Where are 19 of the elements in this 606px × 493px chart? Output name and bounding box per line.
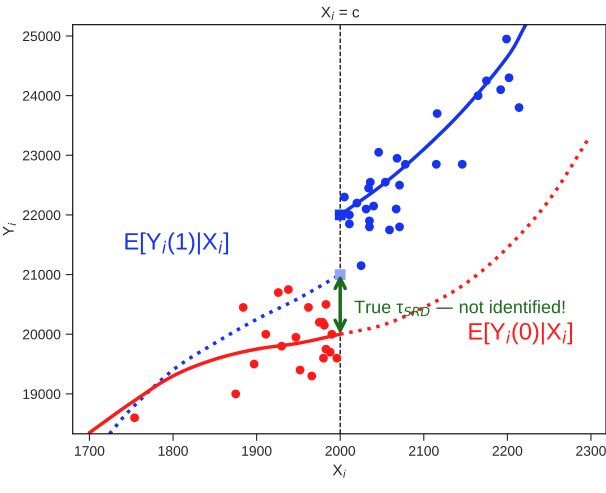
x-tick-label: 2000 (325, 446, 356, 456)
x-tick-label: 2100 (409, 446, 439, 456)
x-tick-label: 1800 (158, 446, 188, 456)
y-tick-label: 21000 (22, 270, 60, 280)
y-tick-label: 19000 (23, 389, 60, 400)
y-tick-label: 24000 (22, 90, 60, 101)
annotation: E[Y$_{i}$(1)|X$_{i}$] (125, 232, 228, 254)
y-tick-label: 22000 (22, 210, 60, 220)
y-tick-label: 20000 (22, 330, 60, 340)
y-tick-label: 23000 (22, 150, 60, 160)
y-axis-title: Y$_{i}$ (3, 222, 16, 236)
x-tick-label: 2300 (576, 446, 606, 456)
x-axis-title: X$_{i}$ (332, 464, 346, 478)
x-tick-label: 1900 (242, 446, 272, 456)
annotation: E[Y$_{i}$(0)|X$_{i}$] (469, 322, 572, 344)
ref-line-label: X$_{i}$ = c (321, 6, 360, 20)
y-tick-label: 25000 (22, 31, 60, 42)
x-tick-label: 1700 (75, 446, 104, 456)
x-tick-label: 2200 (492, 446, 522, 456)
